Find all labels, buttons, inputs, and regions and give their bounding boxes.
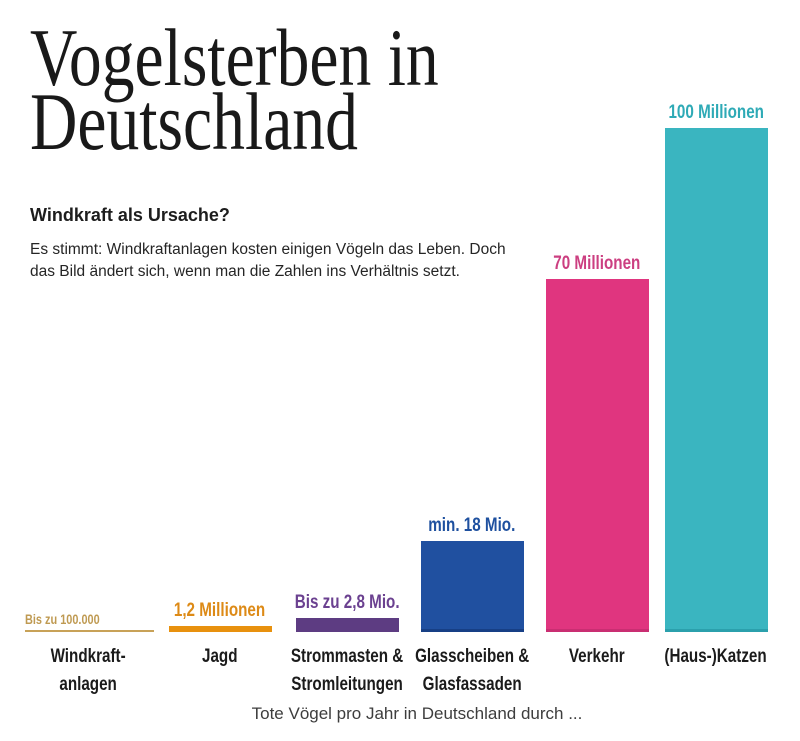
category-label-text: Windkraft- anlagen — [50, 645, 126, 695]
value-label-text: 100 Millionen — [668, 101, 764, 123]
category-label-glasscheiben: Glasscheiben & Glasfassaden — [387, 642, 557, 698]
bar-windkraftanlagen — [25, 630, 154, 632]
value-label-windkraftanlagen: Bis zu 100.000 — [25, 611, 121, 627]
value-label-text: 1,2 Millionen — [174, 599, 266, 621]
bar-group-glasscheiben: min. 18 Mio. — [392, 514, 552, 632]
category-label-verkehr: Verkehr — [512, 642, 682, 670]
bar-group-strommasten: Bis zu 2,8 Mio. — [267, 591, 427, 632]
value-label-katzen: 100 Millionen — [655, 101, 777, 123]
category-label-jagd: Jagd — [135, 642, 305, 670]
bar-group-verkehr: 70 Millionen — [517, 252, 677, 632]
page-title-line1: Vogelsterben in — [30, 12, 439, 103]
value-label-text: Bis zu 100.000 — [25, 611, 100, 627]
intro-heading: Windkraft als Ursache? — [30, 205, 230, 225]
bar-group-windkraftanlagen: Bis zu 100.000 — [25, 611, 154, 632]
bar-jagd — [168, 626, 272, 632]
bar-group-katzen: 100 Millionen — [636, 101, 796, 632]
bar-verkehr — [545, 279, 649, 632]
value-label-jagd: 1,2 Millionen — [161, 599, 278, 621]
category-label-text: Glasscheiben & Glasfassaden — [414, 645, 530, 695]
value-label-strommasten: Bis zu 2,8 Mio. — [280, 591, 414, 613]
category-label-katzen: (Haus-)Katzen — [631, 642, 800, 670]
category-label-text: (Haus-)Katzen — [664, 645, 768, 667]
category-label-text: Verkehr — [569, 645, 625, 667]
category-label-text: Strommasten & Stromleitungen — [290, 645, 404, 695]
category-label-strommasten: Strommasten & Stromleitungen — [262, 642, 432, 698]
value-label-text: 70 Millionen — [553, 252, 641, 274]
category-label-text: Jagd — [202, 645, 238, 667]
bar-strommasten — [295, 618, 399, 632]
bar-glasscheiben — [420, 541, 524, 632]
page-title-line2: Deutschland — [30, 76, 358, 167]
bar-group-jagd: 1,2 Millionen — [140, 599, 300, 632]
category-label-windkraftanlagen: Windkraft- anlagen — [3, 642, 173, 698]
bar-katzen — [664, 128, 768, 632]
page-title: Vogelsterben in Deutschland — [30, 17, 541, 163]
chart-caption: Tote Vögel pro Jahr in Deutschland durch… — [251, 704, 583, 723]
value-label-glasscheiben: min. 18 Mio. — [416, 514, 528, 536]
value-label-verkehr: 70 Millionen — [541, 252, 653, 274]
intro-paragraph-line1: Es stimmt: Windkraftanlagen kosten einig… — [30, 241, 506, 258]
value-label-text: min. 18 Mio. — [428, 514, 516, 536]
intro-paragraph: Es stimmt: Windkraftanlagen kosten einig… — [30, 239, 506, 283]
value-label-text: Bis zu 2,8 Mio. — [294, 591, 400, 613]
intro-paragraph-line2: das Bild ändert sich, wenn man die Zahle… — [30, 263, 460, 280]
